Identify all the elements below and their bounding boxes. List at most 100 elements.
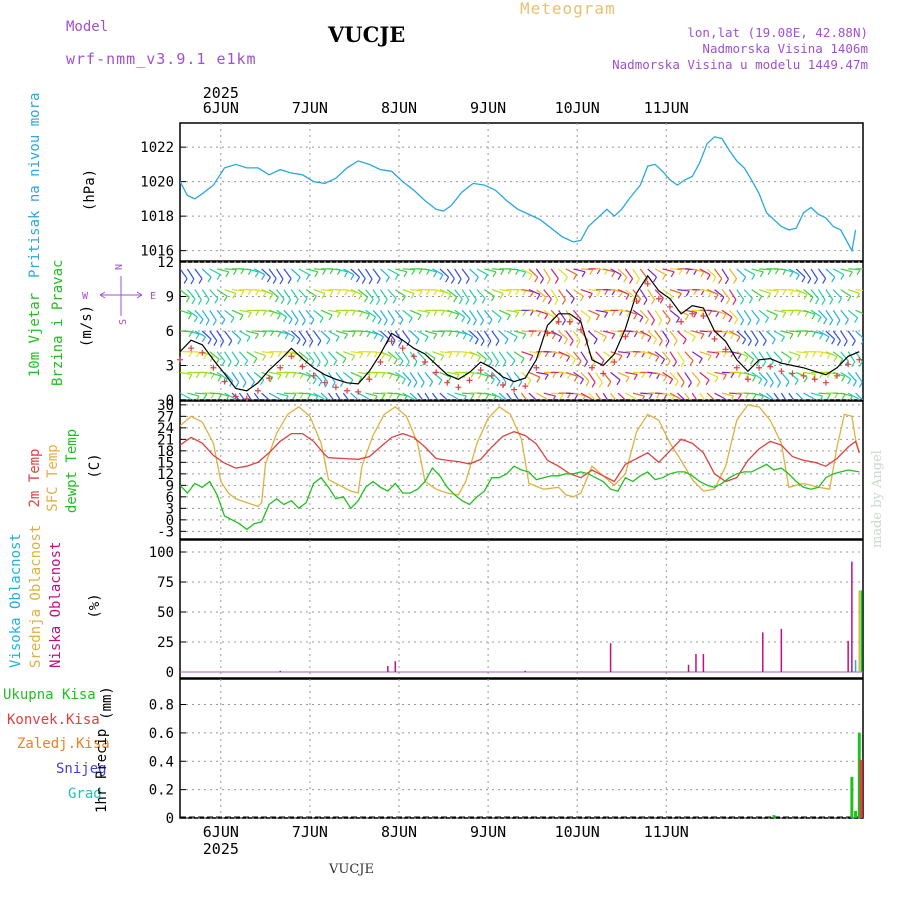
wind-barb bbox=[417, 351, 427, 361]
wind-barb-flag bbox=[623, 276, 628, 283]
wind-barb-flag bbox=[504, 338, 509, 345]
wind-barb bbox=[780, 372, 790, 383]
wind-barb-flag bbox=[814, 278, 819, 285]
wind-barb-flag bbox=[797, 291, 802, 298]
wind-barb bbox=[365, 330, 378, 335]
wind-barb-flag bbox=[804, 352, 809, 359]
wind-barb bbox=[766, 289, 779, 292]
wind-barb bbox=[751, 371, 762, 380]
day-label-bottom: 7JUN bbox=[292, 823, 328, 841]
wind-barb bbox=[254, 351, 266, 357]
wind-barb-flag bbox=[266, 276, 271, 283]
wind-barb bbox=[654, 330, 663, 342]
wind-barb-flag bbox=[220, 340, 225, 347]
gust-marker bbox=[544, 330, 551, 337]
wind-barb bbox=[484, 289, 495, 297]
wind-barb bbox=[365, 268, 373, 280]
wind-barb-flag bbox=[801, 276, 806, 283]
wind-barb-flag bbox=[403, 395, 408, 400]
wind-barb bbox=[313, 392, 325, 400]
wind-barb-flag bbox=[368, 278, 373, 285]
wind-barb bbox=[699, 371, 710, 381]
wind-barb-flag bbox=[481, 298, 486, 304]
wind-barb bbox=[521, 351, 534, 357]
wind-barb bbox=[662, 289, 673, 297]
wind-barb bbox=[417, 372, 425, 383]
hail-label: Grad bbox=[68, 786, 102, 802]
page-title: VUCJE bbox=[328, 22, 406, 47]
wind-barb bbox=[454, 268, 462, 280]
wind-barb-flag bbox=[188, 351, 193, 358]
gust-marker bbox=[666, 303, 673, 310]
wind-barb-flag bbox=[426, 289, 431, 295]
wind-barb bbox=[565, 289, 575, 299]
wind-barb-flag bbox=[507, 290, 512, 297]
wind-barb-flag bbox=[284, 372, 290, 379]
wind-barb bbox=[372, 330, 384, 338]
wind-barb bbox=[476, 330, 485, 342]
wind-barb bbox=[610, 371, 621, 381]
wind-barb bbox=[498, 392, 508, 400]
wind-barb bbox=[461, 289, 470, 300]
wind-barb-flag bbox=[851, 361, 856, 368]
gust-marker bbox=[845, 361, 852, 368]
wind-barb-flag bbox=[499, 293, 504, 299]
wind-barb bbox=[676, 372, 685, 383]
wind-barb bbox=[417, 309, 430, 313]
wind-barb-flag bbox=[294, 299, 299, 305]
wind-barb bbox=[758, 289, 771, 294]
wind-barb-flag bbox=[387, 356, 392, 362]
wind-barb-flag bbox=[679, 398, 682, 400]
wind-barb-flag bbox=[629, 278, 634, 284]
wind-barb-flag bbox=[742, 338, 747, 345]
wind-barb bbox=[216, 309, 226, 320]
wind-barb bbox=[424, 372, 434, 383]
wind-barb-flag bbox=[518, 403, 521, 408]
wind-barb bbox=[231, 392, 241, 400]
wind-barb-flag bbox=[286, 299, 292, 305]
wind-barb bbox=[728, 309, 738, 320]
precip-bar bbox=[859, 759, 863, 818]
wind-barb-flag bbox=[327, 401, 330, 406]
wind-barb-flag bbox=[640, 333, 645, 340]
wind-barb bbox=[691, 372, 701, 383]
wind-barb-flag bbox=[213, 340, 218, 346]
wind-barb bbox=[550, 309, 560, 320]
gust-marker bbox=[611, 359, 618, 365]
wind-barb-flag bbox=[615, 403, 618, 408]
wind-barb-flag bbox=[831, 338, 836, 345]
wind-barb-flag bbox=[490, 295, 495, 302]
wind-barb bbox=[209, 309, 217, 321]
wind-barb-flag bbox=[394, 274, 399, 280]
gust-marker bbox=[177, 356, 183, 363]
wind-barb bbox=[328, 309, 341, 313]
wind-barb bbox=[313, 330, 322, 341]
wind-barb bbox=[692, 268, 705, 273]
wind-barb-flag bbox=[706, 274, 711, 281]
wind-barb bbox=[788, 392, 795, 400]
gust-marker bbox=[700, 313, 707, 319]
wind-barb-flag bbox=[625, 294, 630, 300]
wind-barb bbox=[818, 392, 831, 395]
y-tick-label: 50 bbox=[157, 605, 174, 621]
wind-barb bbox=[180, 392, 191, 400]
wind-barb-flag bbox=[626, 352, 631, 359]
wind-barb bbox=[224, 330, 233, 341]
wind-barb-flag bbox=[401, 378, 406, 385]
wind-barb bbox=[855, 289, 863, 292]
wind-barb-flag bbox=[871, 337, 874, 342]
wind-barb bbox=[721, 289, 731, 300]
wind-barb-flag bbox=[310, 319, 315, 325]
wind-barb-flag bbox=[440, 355, 445, 361]
wind-barb bbox=[491, 309, 502, 319]
wind-barb bbox=[810, 330, 823, 335]
gust-marker bbox=[254, 387, 261, 394]
gust-marker bbox=[722, 346, 729, 353]
gust-marker bbox=[689, 310, 696, 317]
wind-barb-flag bbox=[715, 311, 720, 318]
wind-barb-flag bbox=[433, 333, 438, 340]
gust-marker bbox=[822, 379, 829, 386]
wind-barb bbox=[736, 351, 749, 358]
panel-frame bbox=[179, 122, 864, 262]
wind-barb bbox=[551, 351, 564, 355]
